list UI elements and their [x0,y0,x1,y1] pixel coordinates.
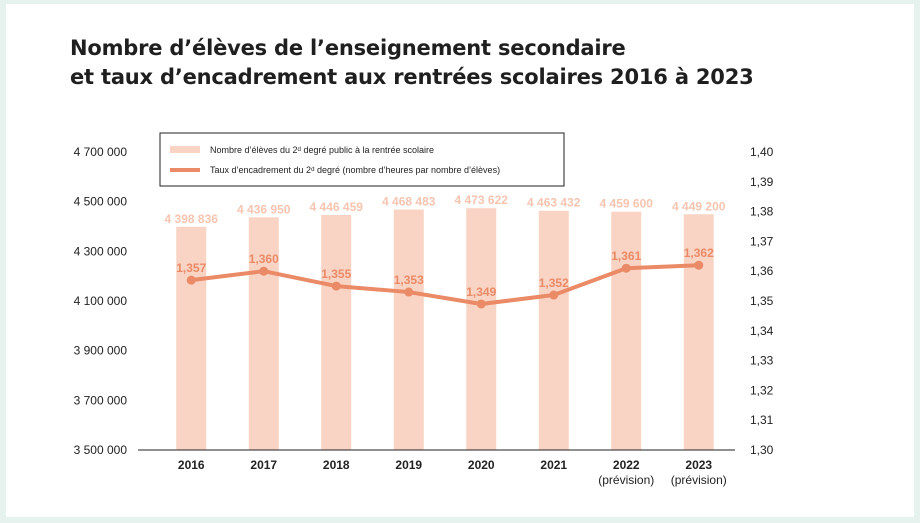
rate-value-label: 1,353 [394,273,424,287]
bar-2017 [248,217,279,450]
right-y-tick-label: 1,31 [750,413,774,427]
left-y-axis: 3 500 000 3 700 000 3 900 000 4 100 000 4 30… [74,145,128,457]
left-y-tick-label: 4 100 000 [74,294,128,308]
x-tick-label: 2023 [685,458,712,472]
rate-value-label: 1,357 [176,261,206,275]
legend-box [159,132,565,187]
rate-point-2019 [404,287,414,297]
right-y-tick-label: 1,32 [750,383,774,397]
rate-value-label: 1,362 [684,246,714,260]
rate-value-label: 1,349 [466,285,496,299]
legend-bar-label: Nombre d’élèves du 2ᵈ degré public à la … [210,145,434,155]
bar-value-label: 4 449 200 [672,199,726,213]
bar-value-label: 4 463 432 [527,196,581,210]
bar-value-label: 4 459 600 [600,197,654,211]
right-y-tick-label: 1,39 [750,175,774,189]
bar-value-labels: 4 398 836 4 436 950 4 446 459 4 468 483 4 47… [165,193,726,226]
chart-card [6,4,914,517]
bar-2016 [176,226,207,450]
x-tick-sublabel: (prévision) [598,473,654,487]
left-y-tick-label: 4 300 000 [74,244,128,258]
x-tick-sublabel: (prévision) [671,473,727,487]
rate-point-2017 [259,266,269,276]
chart-title: Nombre d’élèves de l’enseignement second… [70,34,754,92]
rate-point-2016 [186,275,196,285]
bar-value-label: 4 473 622 [455,193,509,207]
right-y-tick-label: 1,30 [750,443,774,457]
legend: Nombre d’élèves du 2ᵈ degré public à la … [159,132,565,187]
x-tick-label: 2020 [468,458,495,472]
x-axis: 2016 2017 2018 2019 2020 2021 2022(prévision)2… [178,458,727,487]
bar-2023 [683,214,714,450]
x-tick-label: 2016 [178,458,205,472]
right-y-tick-label: 1,33 [750,354,774,368]
rate-value-label: 1,352 [539,276,569,290]
right-y-tick-label: 1,38 [750,205,774,219]
right-y-axis: 1,30 1,31 1,32 1,33 1,34 1,35 1,36 1,37 1,38 1,39… [750,145,774,457]
bar-value-label: 4 446 459 [310,200,364,214]
bar-2018 [321,214,352,450]
x-tick-label: 2021 [540,458,567,472]
rate-point-2020 [476,299,486,309]
right-y-tick-label: 1,36 [750,264,774,278]
left-y-tick-label: 3 900 000 [74,344,128,358]
right-y-tick-label: 1,34 [750,324,774,338]
bar-2021 [538,210,569,450]
left-y-tick-label: 4 700 000 [74,145,128,159]
right-y-tick-label: 1,40 [750,145,774,159]
bar-2022 [611,211,642,450]
left-y-tick-label: 3 500 000 [74,443,128,457]
bar-2019 [393,209,424,450]
bar-value-label: 4 468 483 [382,194,436,208]
rate-value-label: 1,361 [611,249,641,263]
bar-series [176,208,714,450]
bar-value-label: 4 398 836 [165,212,219,226]
chart-title-line-2: et taux d’encadrement aux rentrées scola… [70,65,754,89]
x-tick-label: 2022 [613,458,640,472]
legend-line-label: Taux d’encadrement du 2ᵈ degré (nombre d… [210,165,500,175]
left-y-tick-label: 4 500 000 [74,195,128,209]
x-tick-label: 2019 [395,458,422,472]
rate-line [189,263,701,306]
rate-point-2021 [549,290,559,300]
rate-value-label: 1,355 [321,267,351,281]
right-y-tick-label: 1,35 [750,294,774,308]
chart-title-line-1: Nombre d’élèves de l’enseignement second… [70,36,626,60]
bar-value-label: 4 436 950 [237,202,291,216]
rate-point-2023 [694,260,704,270]
legend-bar-swatch [170,146,200,153]
line-series: 1,357 1,360 1,355 1,353 1,349 1,352 1,361 1,362 [176,246,714,309]
x-tick-label: 2018 [323,458,350,472]
rate-value-label: 1,360 [249,252,279,266]
rate-point-2018 [331,281,341,291]
left-y-tick-label: 3 700 000 [74,393,128,407]
rate-point-2022 [621,263,631,273]
x-tick-label: 2017 [250,458,277,472]
right-y-tick-label: 1,37 [750,234,774,248]
bar-2020 [466,208,497,450]
